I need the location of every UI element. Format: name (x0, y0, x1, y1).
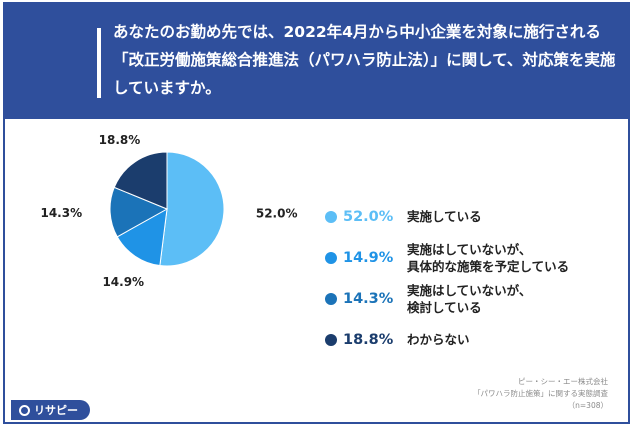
legend-swatch (325, 251, 337, 264)
pie-chart: 52.0% 14.9% 14.3% 18.8% (40, 133, 298, 289)
pie-slice-label-2: 14.9% (102, 275, 144, 289)
header-accent-bar (97, 28, 101, 98)
brand-logo: リサピー (11, 400, 90, 420)
legend-percent: 52.0% (343, 208, 394, 225)
legend-label: わからない (407, 332, 470, 347)
pie-slice-4 (113, 151, 168, 210)
legend-item-4: 18.8% わからない (325, 319, 625, 360)
pie-slice-label-4: 18.8% (99, 133, 141, 147)
source-line-survey: 「パワハラ防止施策」に関する実態調査 (473, 389, 608, 398)
legend-label: 実施はしていないが、 検討している (407, 282, 532, 315)
legend-swatch (325, 210, 337, 223)
legend-item-2: 14.9% 実施はしていないが、 具体的な施策を予定している (325, 237, 625, 278)
legend-label: 実施はしていないが、 具体的な施策を予定している (407, 241, 570, 274)
legend-percent: 14.3% (343, 290, 394, 307)
legend-percent: 14.9% (343, 249, 394, 266)
location-pin-icon (19, 404, 30, 416)
source-line-company: ピー・シー・エー株式会社 (518, 377, 608, 386)
question-header: あなたのお勤め先では、2022年4月から中小企業を対象に施行される「改正労働施策… (5, 4, 628, 119)
brand-logo-text: リサピー (34, 404, 78, 417)
pie-slice-label-1: 52.0% (256, 206, 298, 220)
survey-question: あなたのお勤め先では、2022年4月から中小企業を対象に施行される「改正労働施策… (113, 23, 616, 97)
legend-item-3: 14.3% 実施はしていないが、 検討している (325, 278, 625, 319)
pie-slice-1 (159, 151, 225, 267)
legend-label: 実施している (407, 209, 482, 224)
chart-legend: 52.0% 実施している 14.9% 実施はしていないが、 具体的な施策を予定している… (325, 196, 625, 360)
source-note: ピー・シー・エー株式会社 「パワハラ防止施策」に関する実態調査 （n=308） (408, 376, 608, 412)
infographic-card: あなたのお勤め先では、2022年4月から中小企業を対象に施行される「改正労働施策… (3, 2, 630, 424)
legend-item-1: 52.0% 実施している (325, 196, 625, 237)
legend-swatch (325, 333, 337, 346)
pie-slice-label-3: 14.3% (40, 206, 82, 220)
legend-percent: 18.8% (343, 331, 394, 348)
legend-swatch (325, 292, 337, 305)
pie-slice-3 (109, 186, 169, 238)
pie-slice-2 (116, 208, 168, 267)
source-line-sample: （n=308） (567, 401, 608, 410)
